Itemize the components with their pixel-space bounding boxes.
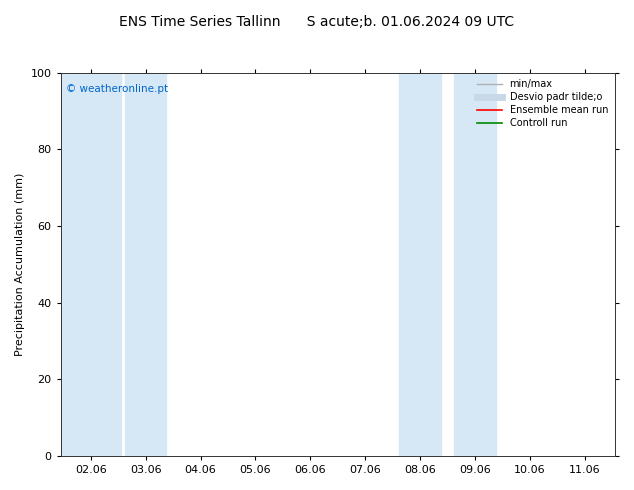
Text: ENS Time Series Tallinn      S acute;b. 01.06.2024 09 UTC: ENS Time Series Tallinn S acute;b. 01.06…	[119, 15, 515, 29]
Bar	[399, 73, 441, 456]
Bar	[619, 73, 634, 456]
Bar	[125, 73, 167, 456]
Bar	[61, 73, 121, 456]
Bar	[454, 73, 496, 456]
Y-axis label: Precipitation Accumulation (mm): Precipitation Accumulation (mm)	[15, 172, 25, 356]
Text: © weatheronline.pt: © weatheronline.pt	[66, 84, 168, 94]
Legend: min/max, Desvio padr tilde;o, Ensemble mean run, Controll run: min/max, Desvio padr tilde;o, Ensemble m…	[474, 75, 612, 132]
